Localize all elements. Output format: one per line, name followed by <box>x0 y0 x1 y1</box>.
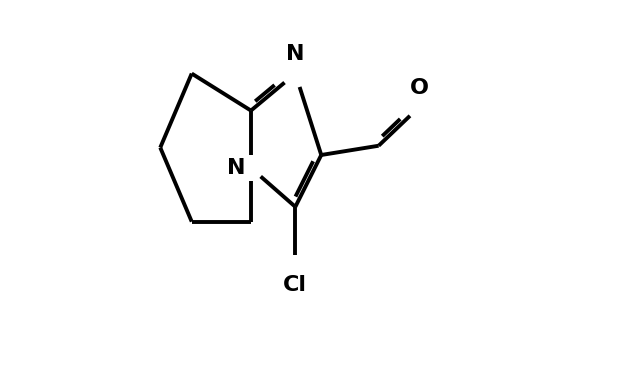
Text: N: N <box>286 44 305 64</box>
Text: Cl: Cl <box>283 275 308 295</box>
Text: N: N <box>227 158 245 178</box>
Text: O: O <box>410 78 429 98</box>
